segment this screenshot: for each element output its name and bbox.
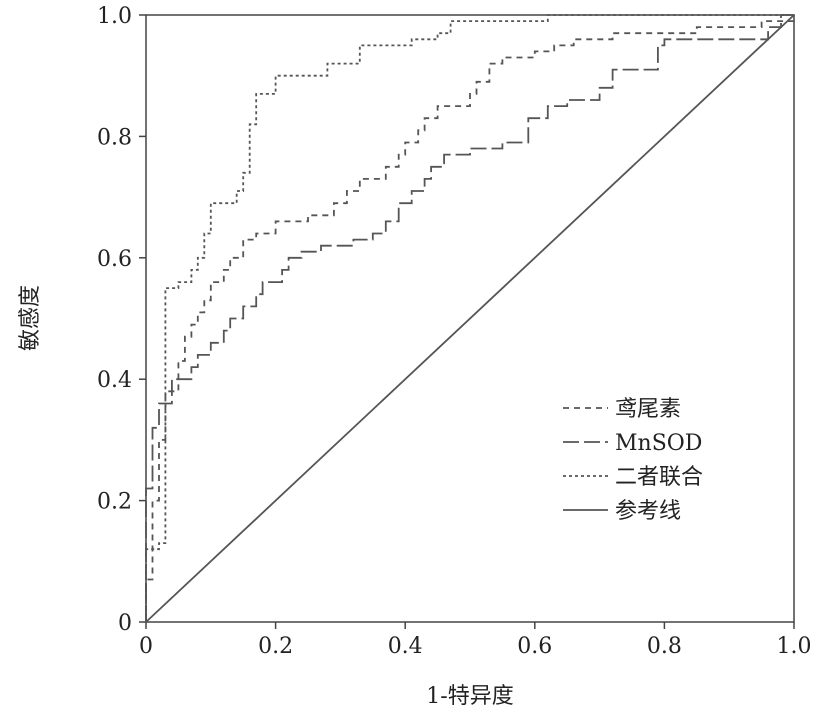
x-tick-label: 0.6: [517, 634, 552, 659]
y-tick-label: 0.6: [97, 247, 132, 272]
y-tick-label: 0.8: [97, 125, 132, 150]
series-layer: [145, 14, 795, 623]
x-tick-label: 0: [139, 634, 153, 659]
y-tick-label: 1.0: [97, 4, 132, 29]
y-axis-title: 敏感度: [18, 285, 43, 351]
x-tick-label: 0.8: [647, 634, 682, 659]
x-tick-label: 0.4: [388, 634, 423, 659]
legend-label: 鸢尾素: [615, 397, 681, 422]
x-axis-ticks: 0 0.2 0.4 0.6 0.8 1.0: [139, 622, 812, 659]
series-line: [145, 14, 794, 622]
x-tick-label: 1.0: [777, 634, 812, 659]
legend-label: 二者联合: [615, 465, 703, 490]
legend-label: 参考线: [615, 499, 681, 524]
y-axis-ticks: 0 0.2 0.4 0.6 0.8 1.0: [97, 4, 146, 636]
x-tick-label: 0.2: [258, 634, 293, 659]
series-line: [145, 14, 794, 622]
y-tick-label: 0.4: [97, 368, 132, 393]
y-tick-label: 0: [118, 611, 132, 636]
x-axis-title: 1-特异度: [426, 684, 513, 709]
series-line: [145, 14, 795, 623]
plot-frame: [145, 14, 795, 623]
legend-label: MnSOD: [615, 431, 702, 456]
series-line: [145, 15, 795, 622]
y-tick-label: 0.2: [97, 490, 132, 515]
